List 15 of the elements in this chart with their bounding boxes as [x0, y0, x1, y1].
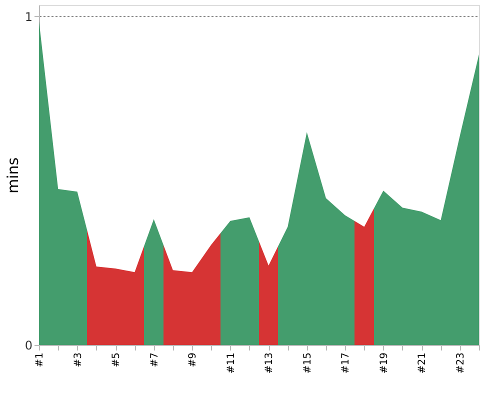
x-tick-label: #19: [378, 352, 390, 374]
x-tick-label: #11: [226, 352, 237, 374]
x-tick-label: #13: [264, 352, 276, 374]
x-tick-label: #1: [34, 352, 46, 368]
x-tick-label: #9: [188, 352, 199, 368]
y-axis-title: mins: [4, 157, 22, 194]
x-tick-label: #3: [72, 352, 84, 368]
y-tick-label: 0: [24, 338, 32, 352]
x-tick-label: #15: [302, 352, 314, 374]
x-tick-label: #23: [455, 352, 466, 374]
x-tick-label: #17: [340, 352, 352, 374]
x-tick-label: #7: [149, 352, 160, 368]
x-tick-label: #5: [111, 352, 122, 368]
y-tick-label: 1: [24, 10, 32, 24]
x-tick-label: #21: [417, 352, 428, 374]
